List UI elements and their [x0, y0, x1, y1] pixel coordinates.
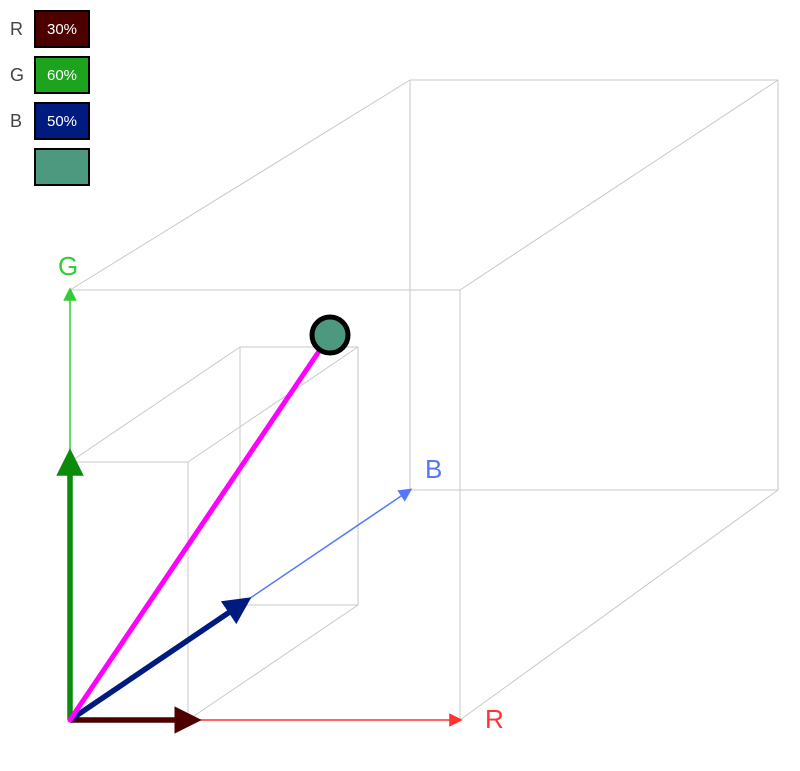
b-vector: [70, 605, 240, 720]
result-point: [312, 317, 348, 353]
result-vector: [70, 335, 330, 720]
g-axis-label: G: [58, 251, 78, 281]
r-axis-label: R: [485, 704, 504, 734]
b-axis-label: B: [425, 454, 442, 484]
inner-cube: [70, 347, 358, 720]
outer-cube: [70, 80, 778, 720]
rgb-cube-diagram: R G B: [0, 0, 800, 771]
